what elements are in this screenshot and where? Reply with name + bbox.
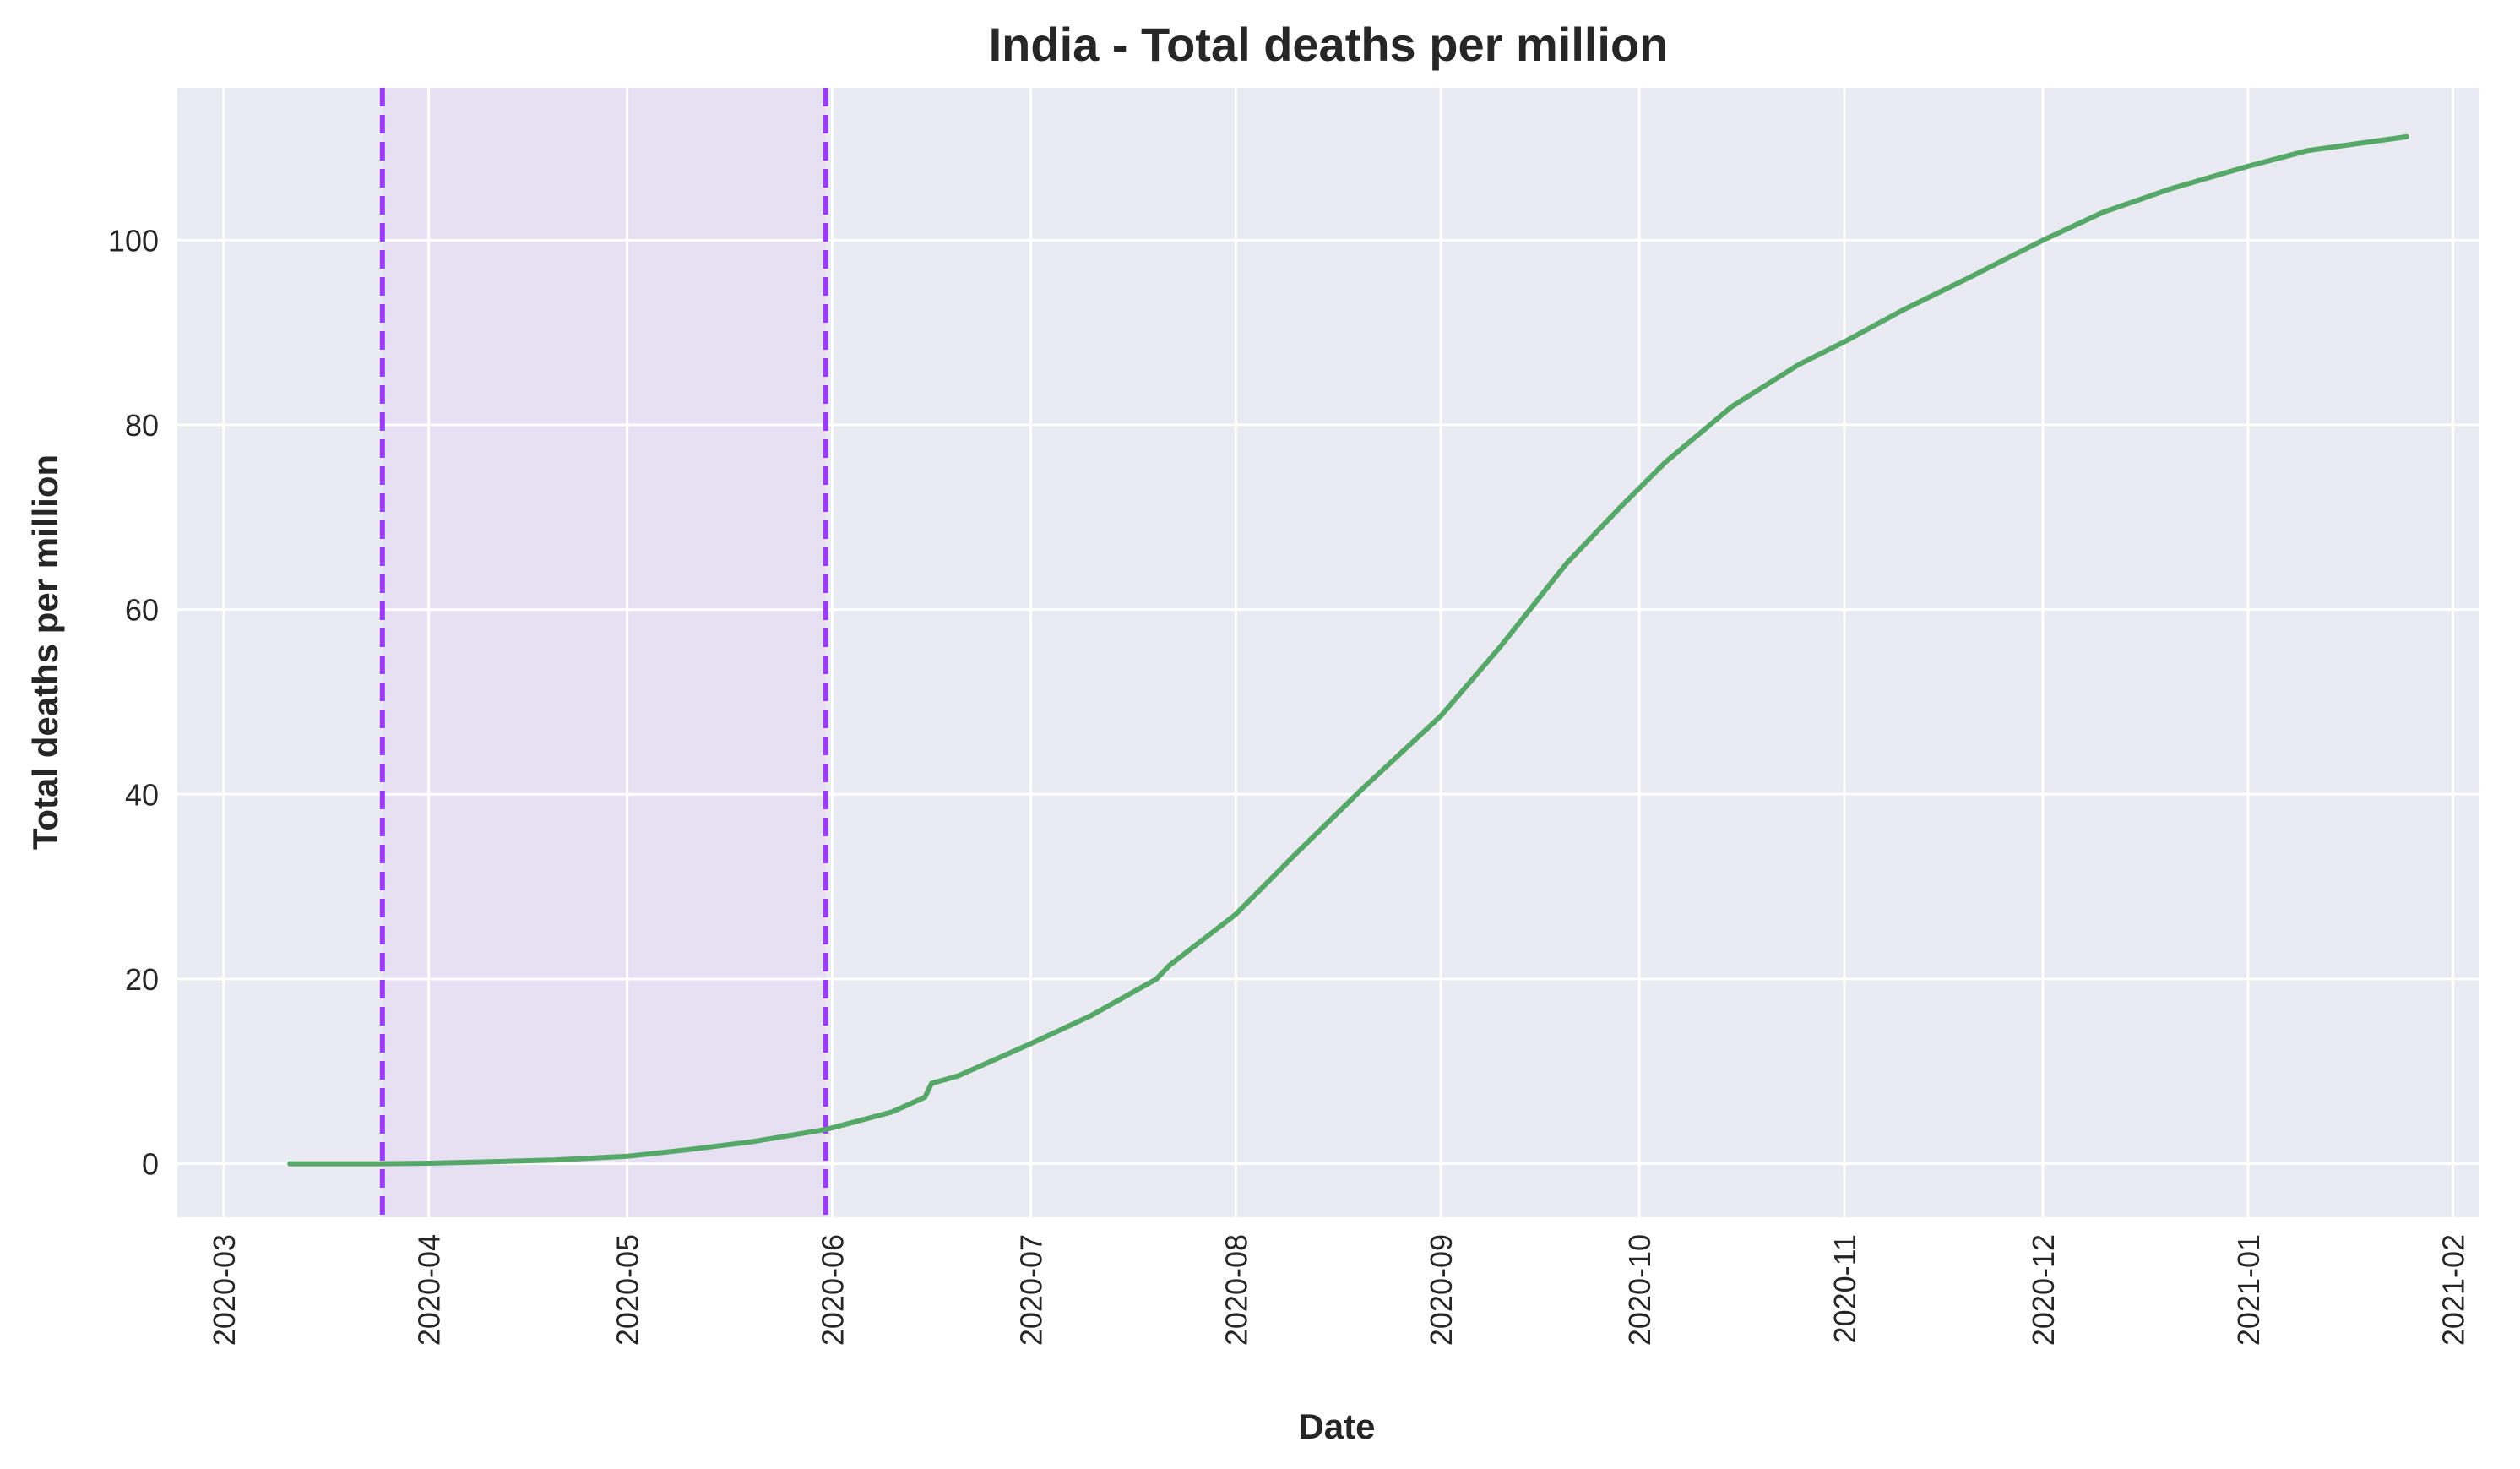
- y-tick-label: 20: [125, 962, 159, 997]
- chart-title: India - Total deaths per million: [989, 18, 1669, 71]
- series-lines: [287, 133, 2409, 1167]
- x-tick-label: 2020-06: [816, 1234, 850, 1346]
- x-tick-label: 2020-10: [1622, 1234, 1657, 1346]
- x-tick-label: 2020-09: [1424, 1234, 1458, 1346]
- x-tick-label: 2020-05: [611, 1234, 645, 1346]
- x-tick-label: 2020-08: [1219, 1234, 1253, 1346]
- x-axis-label: Date: [1298, 1406, 1375, 1446]
- x-tick-label: 2021-01: [2231, 1234, 2266, 1346]
- x-tick-label: 2020-03: [207, 1234, 242, 1346]
- y-tick-label: 60: [125, 593, 159, 628]
- grid: [177, 88, 2479, 1217]
- x-tick-label: 2020-04: [412, 1234, 447, 1346]
- x-tick-label: 2021-02: [2436, 1234, 2471, 1346]
- x-tick-label: 2020-11: [1828, 1234, 1862, 1343]
- series-line: [287, 133, 2409, 1167]
- y-axis-label: Total deaths per million: [25, 454, 65, 850]
- y-tick-labels: 0 20 40 60 80 100: [108, 223, 159, 1181]
- x-tick-label: 2020-12: [2026, 1234, 2061, 1346]
- x-tick-label: 2020-07: [1014, 1234, 1049, 1346]
- shaded-region: [382, 88, 826, 1217]
- y-tick-label: 80: [125, 408, 159, 443]
- y-tick-label: 40: [125, 777, 159, 812]
- x-tick-labels: 2020-03 2020-04 2020-05 2020-06 2020-07 2020-…: [207, 1234, 2471, 1346]
- y-tick-label: 0: [142, 1147, 159, 1182]
- y-tick-label: 100: [108, 223, 159, 258]
